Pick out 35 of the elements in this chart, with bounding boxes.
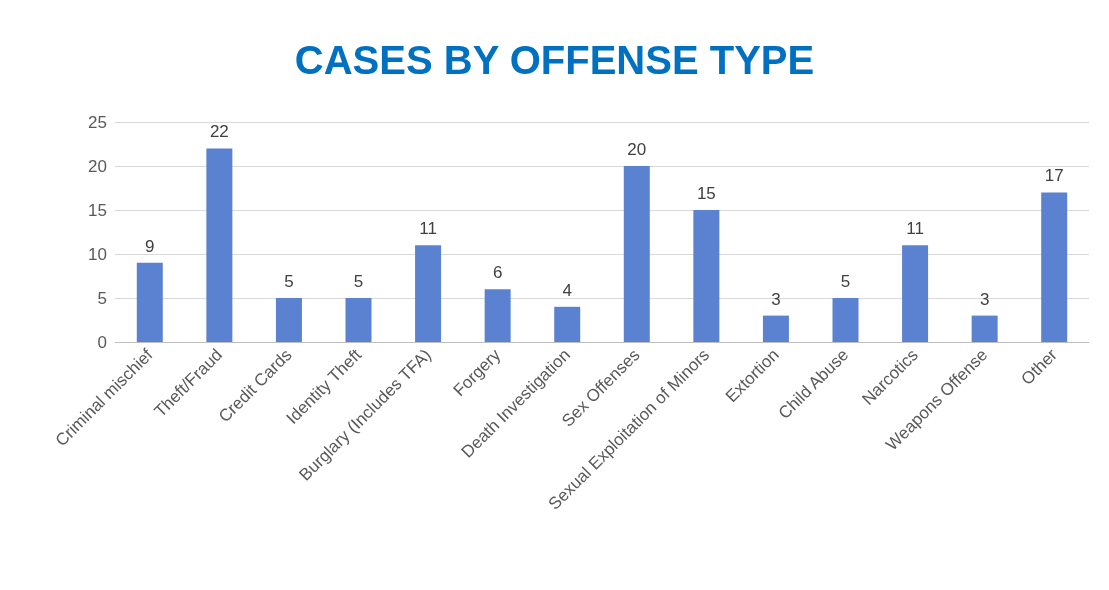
bar	[693, 210, 720, 342]
bar	[832, 298, 859, 342]
bar	[275, 298, 302, 342]
data-label: 6	[492, 263, 503, 283]
data-label: 9	[145, 236, 155, 256]
data-label: 3	[979, 289, 990, 309]
bar	[415, 245, 442, 342]
data-label: 5	[840, 272, 851, 291]
bar	[484, 289, 511, 342]
y-tick-label: 15	[88, 200, 107, 220]
bar	[345, 298, 372, 342]
data-label: 17	[1044, 166, 1064, 186]
data-label: 11	[906, 219, 924, 239]
bar	[554, 306, 581, 342]
data-label: 5	[353, 272, 364, 291]
bar	[902, 245, 929, 342]
data-label: 11	[419, 219, 437, 239]
data-label: 4	[562, 280, 572, 300]
data-label: 20	[627, 140, 647, 159]
y-tick-label: 25	[88, 112, 107, 132]
chart-title: CASES BY OFFENSE TYPE	[294, 38, 815, 82]
y-tick-label: 20	[88, 156, 107, 176]
bar	[136, 262, 163, 342]
data-label: 3	[771, 289, 781, 309]
bar	[762, 315, 789, 342]
data-label: 15	[696, 184, 716, 203]
bar	[623, 166, 650, 342]
data-label: 5	[284, 272, 294, 291]
bar	[971, 315, 998, 342]
bar	[206, 148, 233, 342]
y-tick-label: 5	[97, 288, 107, 308]
y-tick-label: 0	[97, 332, 107, 352]
y-tick-label: 10	[88, 244, 107, 264]
data-label: 22	[209, 122, 229, 142]
bar	[1041, 192, 1068, 342]
